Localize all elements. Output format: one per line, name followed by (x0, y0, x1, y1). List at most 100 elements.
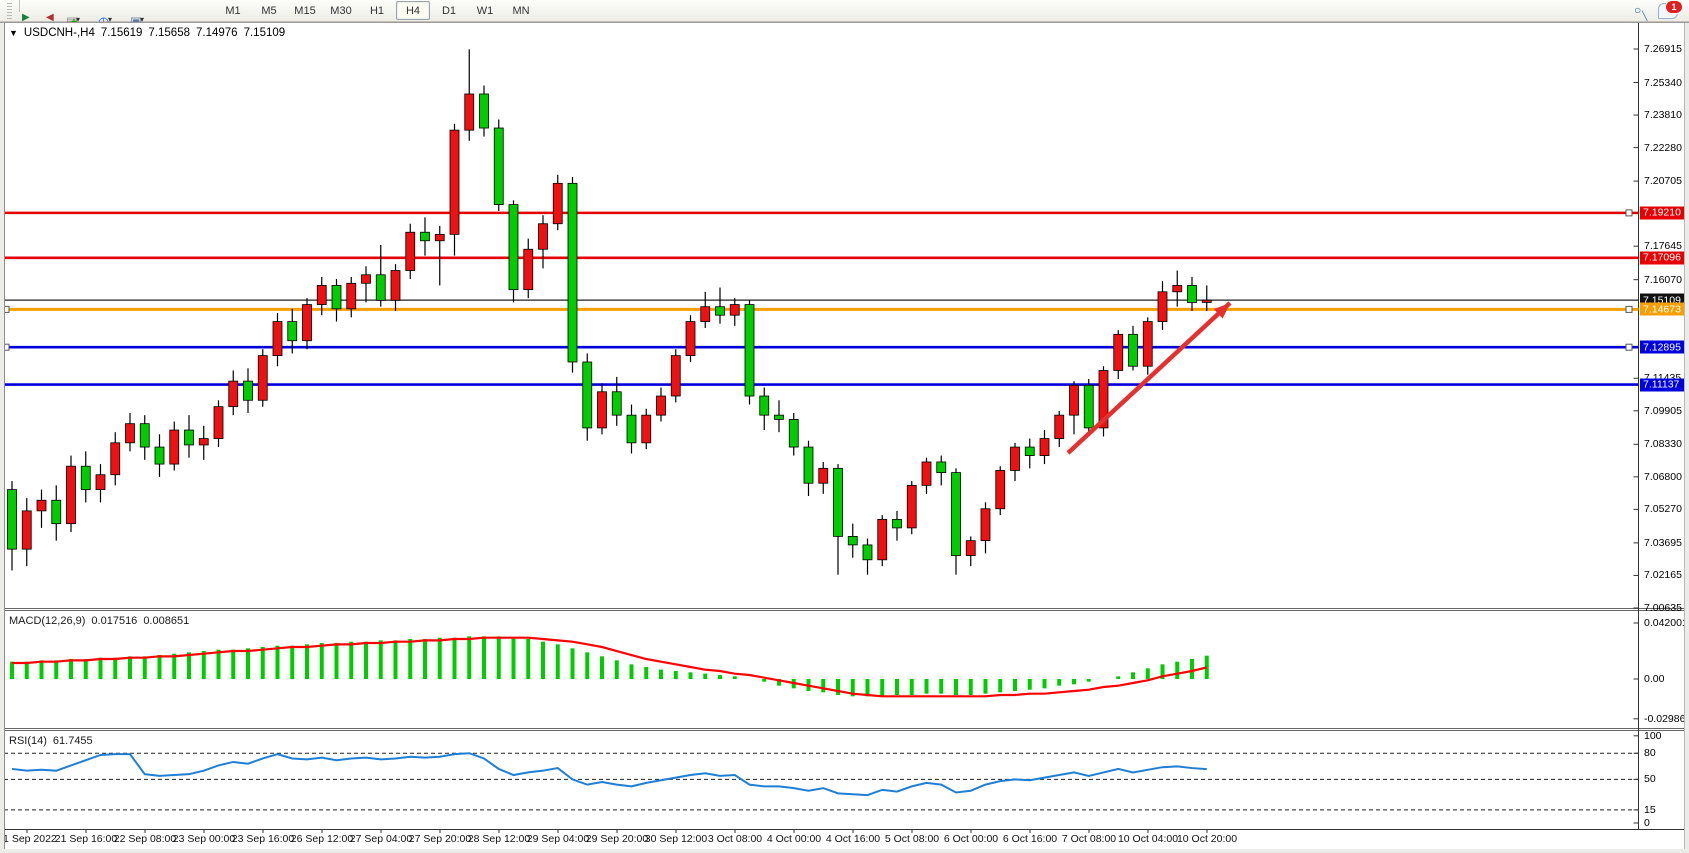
time-tick-label: 27 Sep 04:00 (349, 833, 413, 845)
line-handle[interactable] (1625, 305, 1633, 313)
timeframe-h1-button[interactable]: H1 (369, 4, 385, 17)
candle-body (198, 438, 209, 446)
candle-body (1010, 446, 1020, 471)
candle-body (921, 461, 932, 486)
candle-body (1172, 285, 1183, 293)
rsi-indicator-label: RSI(14) 61.7455 (9, 735, 93, 747)
candle-body (788, 419, 799, 448)
autoscroll-icon: ▶ (22, 11, 30, 23)
chart-window[interactable]: ▼ USDCNH-,H4 7.15619 7.15658 7.14976 7.1… (0, 22, 1689, 853)
candle-body (877, 518, 888, 561)
price-tick-label: 7.23810 (1644, 109, 1682, 122)
candle-body (641, 414, 652, 444)
time-tick-label: 22 Sep 08:00 (113, 833, 177, 845)
timeframe-w1-button[interactable]: W1 (476, 4, 494, 17)
candle-body (110, 442, 121, 476)
candle-body (420, 231, 430, 242)
collapse-caret-icon[interactable]: ▼ (9, 28, 18, 38)
trend-arrow-line[interactable] (1066, 301, 1232, 455)
window-left-border (0, 23, 5, 853)
window-right-border[interactable] (1684, 23, 1689, 853)
time-tick-label: 23 Sep 00:00 (172, 833, 236, 845)
time-tick-label: 4 Oct 16:00 (825, 833, 881, 845)
candle-body (302, 304, 312, 342)
macd-main-value: 0.017516 (91, 615, 138, 627)
price-tick-label: 7.00635 (1644, 601, 1682, 614)
line-handle[interactable] (1625, 343, 1633, 351)
candle-body (582, 361, 593, 429)
candle-body (1098, 370, 1109, 429)
candle-body (892, 518, 902, 529)
candle-body (154, 446, 165, 465)
timeframe-m1-button[interactable]: M1 (225, 4, 241, 17)
price-badge-7.11137: 7.11137 (1640, 378, 1687, 392)
chart-canvas[interactable] (0, 23, 1689, 853)
candle-body (184, 429, 194, 446)
search-icon[interactable]: ○ ╲ (1634, 3, 1648, 21)
candle-body (287, 321, 298, 342)
candle-body (257, 355, 268, 401)
timeframe-m30-button[interactable]: M30 (330, 4, 352, 17)
candle-body (51, 499, 62, 525)
price-badge-7.19210: 7.19210 (1640, 206, 1687, 220)
candle-body (213, 406, 224, 439)
candle-body (611, 391, 622, 416)
candle-body (1128, 333, 1138, 367)
candle-body (759, 395, 770, 416)
candle-body (390, 270, 401, 301)
timeframe-m5-button[interactable]: M5 (261, 4, 277, 17)
rsi-value: 61.7455 (52, 735, 93, 747)
time-tick-label: 21 Sep 16:00 (54, 833, 118, 845)
timeframe-mn-button[interactable]: MN (512, 4, 530, 17)
time-tick-label: 23 Sep 16:00 (231, 833, 295, 845)
time-tick-label: 10 Oct 04:00 (1117, 833, 1179, 845)
timeframe-d1-button[interactable]: D1 (441, 4, 457, 17)
candle-body (552, 182, 563, 225)
notifications-icon[interactable]: 1 (1654, 0, 1683, 21)
time-tick-label: 30 Sep 12:00 (644, 833, 708, 845)
rsi-tick-label: 100 (1644, 729, 1662, 742)
candle-body (1113, 333, 1124, 371)
candle-body (449, 129, 460, 235)
rsi-tick-label: 80 (1644, 747, 1656, 760)
macd-signal-line (12, 636, 1208, 698)
candle-body (656, 395, 666, 416)
timeframe-h4-button[interactable]: H4 (396, 1, 430, 20)
line-handle[interactable] (1625, 209, 1633, 217)
price-tick-label: 7.26915 (1644, 43, 1682, 55)
rsi-tick-label: 15 (1644, 803, 1656, 816)
candle-body (272, 321, 283, 357)
candle-body (169, 429, 180, 465)
price-badge-7.14673: 7.14673 (1640, 302, 1687, 316)
macd-tick-label: -0.029864 (1644, 712, 1689, 725)
ohlc-close: 7.15109 (243, 27, 286, 39)
candle-body (567, 182, 578, 363)
candle-body (464, 93, 475, 131)
timeframe-m15-button[interactable]: M15 (294, 4, 316, 17)
symbol-period-label: USDCNH-,H4 (23, 27, 95, 39)
candle-body (7, 489, 17, 550)
price-tick-label: 7.05270 (1644, 503, 1682, 516)
candle-body (493, 127, 504, 205)
trend-arrow-head[interactable] (1213, 303, 1230, 319)
time-tick-label: 6 Oct 16:00 (1002, 833, 1058, 845)
price-tick-label: 7.20705 (1644, 175, 1682, 188)
macd-tick-label: 0.00 (1644, 673, 1665, 685)
candle-body (375, 274, 386, 301)
candle-body (906, 484, 917, 529)
price-tick-label: 7.06800 (1644, 470, 1682, 483)
candle-body (803, 446, 814, 484)
candle-body (346, 282, 357, 310)
candle-body (1157, 291, 1168, 322)
timeframe-bar: M1 M5 M15 M30 H1 H4 D1 W1 MN (215, 1, 539, 20)
ohlc-open: 7.15619 (100, 27, 143, 39)
chart-title: ▼ USDCNH-,H4 7.15619 7.15658 7.14976 7.1… (9, 27, 285, 39)
ohlc-low: 7.14976 (196, 27, 238, 39)
toolbar-right-tools: ○ ╲ 1 (1629, 0, 1683, 22)
candle-body (818, 467, 829, 484)
price-tick-label: 7.16070 (1644, 273, 1682, 286)
candle-body (1083, 384, 1094, 429)
candle-body (995, 470, 1006, 510)
toolbar-grip[interactable] (7, 2, 12, 19)
